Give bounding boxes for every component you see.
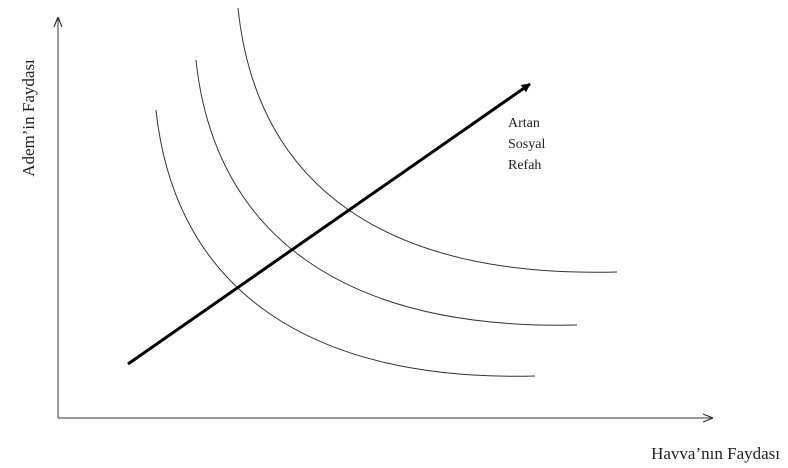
x-axis-label: Havva’nın Faydası <box>651 444 780 463</box>
indifference-curve <box>195 59 578 326</box>
annotation-line: Sosyal <box>508 137 545 152</box>
annotation-line: Artan <box>508 116 540 131</box>
indifference-curve <box>155 109 536 377</box>
annotation-line: Refah <box>508 158 541 173</box>
y-axis-label: Adem’in Faydası <box>19 59 38 177</box>
indifference-curve <box>237 7 618 273</box>
welfare-arrow <box>127 82 531 366</box>
